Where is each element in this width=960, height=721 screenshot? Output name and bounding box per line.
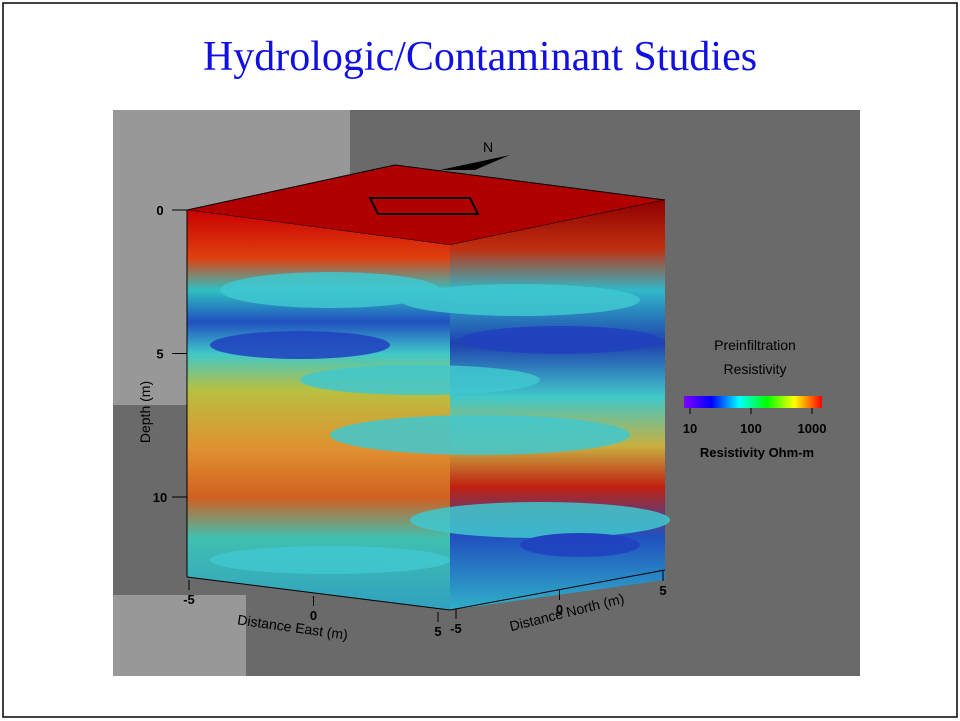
color-scale-label: Resistivity Ohm-m bbox=[700, 445, 814, 460]
color-scale-tick-label: 10 bbox=[683, 421, 697, 436]
legend-title: Resistivity bbox=[723, 361, 786, 377]
figure: N Depth (m) Distance East (m) Distance N… bbox=[113, 110, 860, 676]
depth-tick-label: 0 bbox=[156, 203, 163, 218]
north-arrow bbox=[440, 155, 510, 170]
color-scale bbox=[684, 396, 822, 408]
north-tick-label: -5 bbox=[450, 621, 462, 636]
depth-tick-label: 5 bbox=[156, 347, 163, 362]
east-tick-label: 0 bbox=[310, 608, 317, 623]
resistivity-blobs bbox=[210, 272, 670, 574]
legend-title: Preinfiltration bbox=[714, 337, 796, 353]
east-tick-label: -5 bbox=[183, 592, 195, 607]
north-label: N bbox=[483, 139, 493, 155]
north-tick-label: 0 bbox=[556, 602, 563, 617]
color-scale-tick-label: 1000 bbox=[798, 421, 827, 436]
slide-title: Hydrologic/Contaminant Studies bbox=[203, 34, 757, 80]
north-tick-label: 5 bbox=[659, 583, 666, 598]
east-axis bbox=[186, 576, 451, 611]
east-tick-label: 5 bbox=[434, 624, 441, 639]
depth-tick-label: 10 bbox=[153, 490, 167, 505]
color-scale-tick-label: 100 bbox=[740, 421, 762, 436]
depth-axis-label: Depth (m) bbox=[137, 381, 153, 443]
cube-front bbox=[187, 210, 450, 610]
north-axis bbox=[449, 569, 666, 611]
background-panel bbox=[113, 595, 246, 676]
survey-outline bbox=[368, 197, 480, 215]
